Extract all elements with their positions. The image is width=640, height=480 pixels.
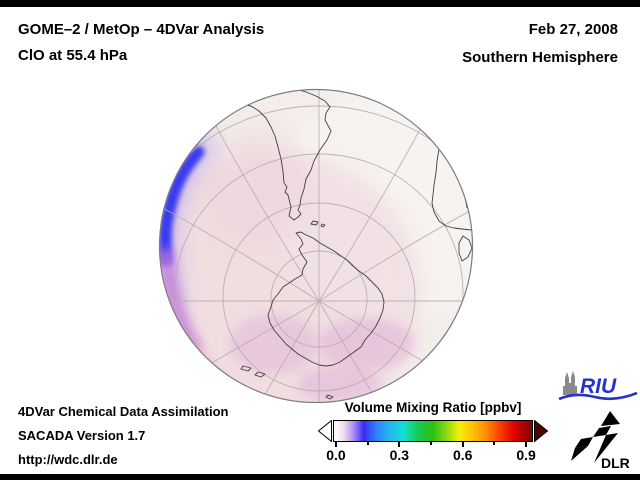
dlr-logo: DLR — [570, 411, 636, 473]
colorbar: Volume Mixing Ratio [ppbv] 0.0 0.3 0.6 0… — [318, 400, 548, 464]
footer-url: http://wdc.dlr.de — [18, 452, 118, 467]
clo-magenta-blob-3 — [298, 366, 382, 402]
colorbar-title: Volume Mixing Ratio [ppbv] — [344, 400, 522, 415]
colorbar-tick — [334, 442, 337, 447]
colorbar-tick — [366, 442, 369, 445]
coast-southern-islands — [240, 365, 334, 400]
dlr-logo-text: DLR — [601, 455, 630, 471]
coast-falkland-islands — [310, 220, 326, 228]
coast-madagascar — [458, 235, 473, 262]
colorbar-tick — [398, 442, 401, 447]
footer-line2: SACADA Version 1.7 — [18, 428, 146, 443]
graticule — [159, 89, 473, 403]
colorbar-tick-label: 0.3 — [389, 447, 410, 463]
colorbar-ticks — [334, 442, 532, 448]
riu-wave-icon — [558, 391, 638, 401]
colorbar-gradient — [333, 420, 533, 442]
plot-title-line1: GOME–2 / MetOp – 4DVar Analysis — [18, 21, 265, 38]
clo-pink-blob-nw — [201, 126, 311, 246]
coastlines — [221, 89, 473, 400]
colorbar-tick-label: 0.9 — [516, 447, 536, 463]
colorbar-tick — [430, 442, 433, 445]
clo-magenta-blob-2 — [230, 314, 318, 374]
globe-map — [158, 88, 474, 404]
riu-logo-text: RIU — [580, 375, 617, 398]
footer-line1: 4DVar Chemical Data Assimilation — [18, 404, 229, 419]
colorbar-right-arrow — [534, 420, 548, 442]
colorbar-tick-label: 0.6 — [452, 447, 473, 463]
coast-antarctica — [267, 231, 385, 367]
riu-logo: RIU — [557, 369, 639, 403]
globe-rim — [158, 88, 474, 404]
colorbar-tick — [525, 442, 528, 447]
colorbar-left-arrow — [318, 420, 332, 442]
plot-title-line2: ClO at 55.4 hPa — [18, 47, 128, 64]
plot-date: Feb 27, 2008 — [528, 21, 618, 38]
bottom-black-bar — [0, 474, 640, 480]
colorbar-tick — [493, 442, 496, 445]
clo-magenta-blob-1 — [318, 318, 414, 370]
colorbar-tick-label: 0.0 — [326, 447, 346, 463]
colorbar-tick — [461, 442, 464, 447]
coast-south-america — [221, 89, 332, 221]
dlr-arrow-icon — [571, 411, 620, 463]
colorbar-labels: 0.0 0.3 0.6 0.9 — [326, 447, 536, 463]
clo-blue-crescent — [159, 145, 205, 267]
plot-region: Southern Hemisphere — [462, 49, 618, 66]
top-black-bar — [0, 0, 640, 7]
riu-cathedral-icon — [563, 371, 577, 395]
